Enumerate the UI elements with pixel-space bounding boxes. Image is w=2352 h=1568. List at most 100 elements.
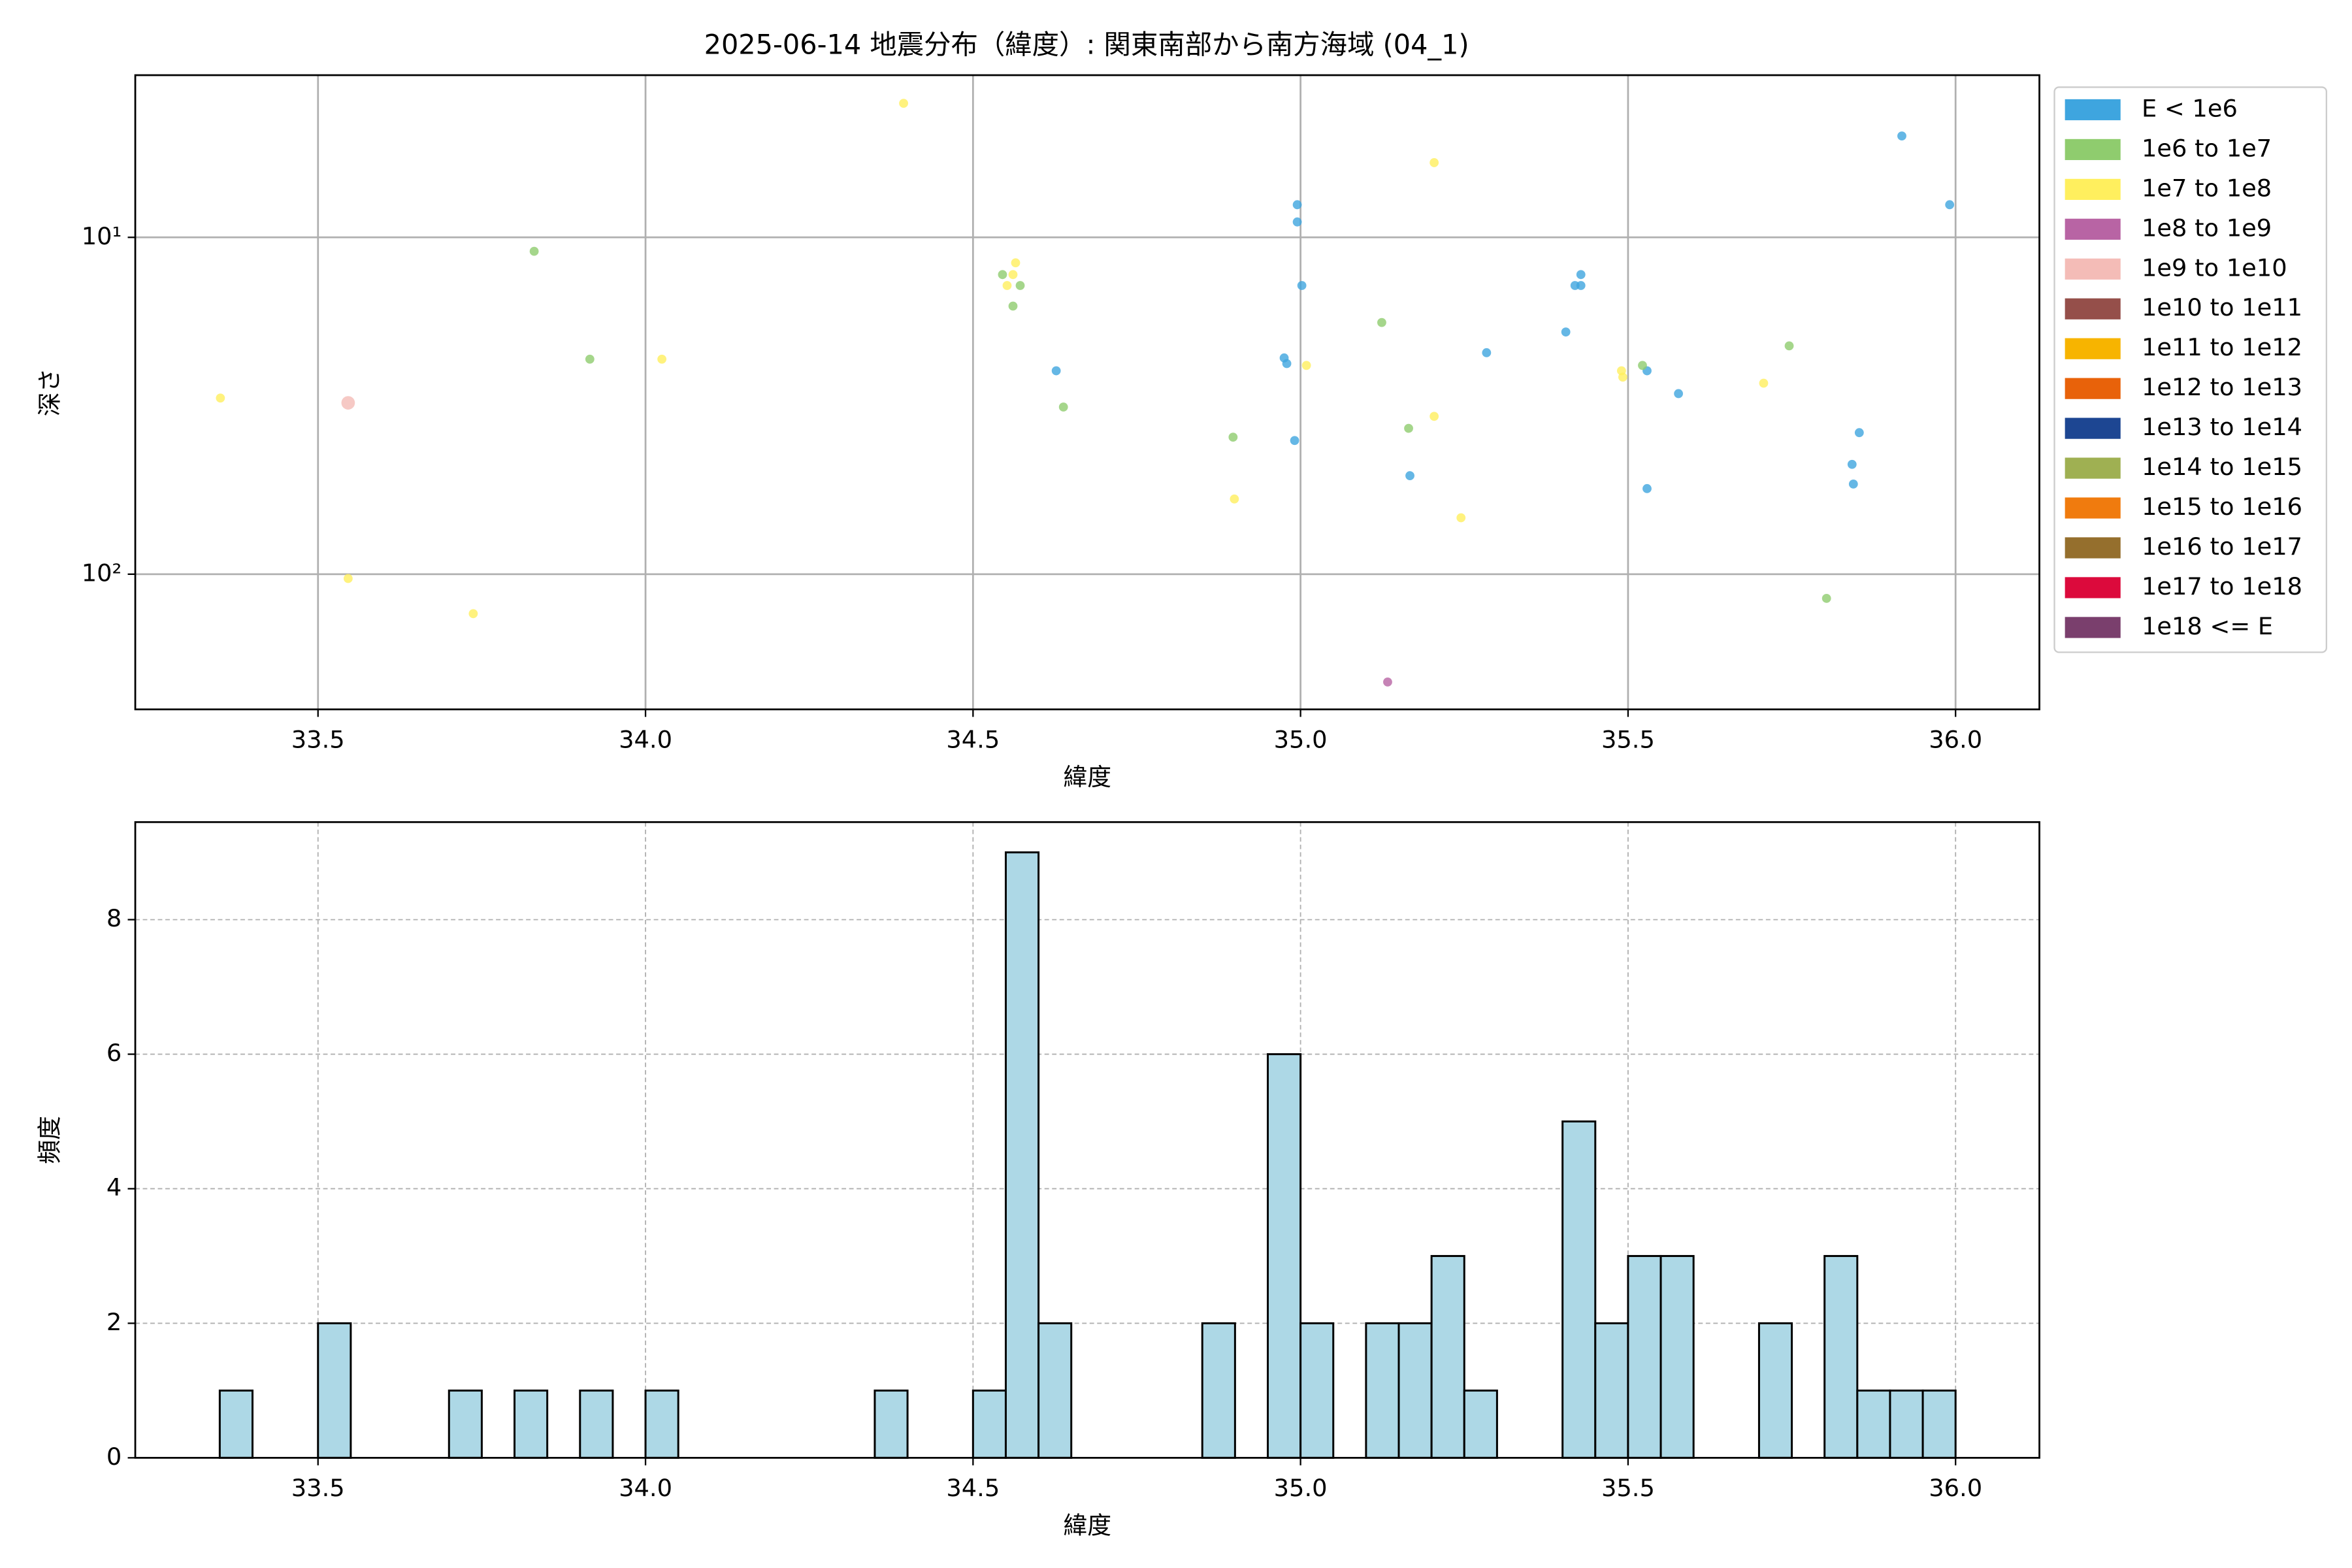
point [1002, 281, 1012, 290]
x-tick-label: 36.0 [1929, 1474, 1982, 1502]
legend-swatch [2065, 577, 2121, 598]
point [1429, 158, 1439, 167]
point [1292, 217, 1302, 227]
chart-title: 2025-06-14 地震分布（緯度）: 関東南部から南方海域 (04_1) [704, 29, 1469, 60]
bar [1823, 1254, 1859, 1459]
legend-label: E < 1e6 [2142, 94, 2238, 122]
point [1618, 372, 1627, 382]
x-tick-label: 34.5 [946, 1474, 1000, 1502]
point [341, 396, 355, 410]
legend-swatch [2065, 139, 2121, 161]
legend-label: 1e14 to 1e15 [2142, 453, 2302, 481]
legend-swatch [2065, 537, 2121, 559]
legend-swatch [2065, 378, 2121, 399]
point [1482, 348, 1492, 357]
point [1784, 341, 1794, 351]
point [1377, 318, 1386, 327]
legend-swatch [2065, 178, 2121, 200]
point [1561, 327, 1571, 337]
bar [1856, 1389, 1891, 1459]
bar [1365, 1322, 1400, 1459]
x-tick-label: 33.5 [291, 1474, 345, 1502]
point [1405, 471, 1414, 480]
bar [1594, 1322, 1629, 1459]
point [1383, 677, 1392, 687]
x-tick-label: 34.5 [946, 726, 1000, 754]
legend-label: 1e17 to 1e18 [2142, 572, 2302, 600]
legend-label: 1e16 to 1e17 [2142, 532, 2302, 561]
x-tick-label: 35.5 [1601, 1474, 1655, 1502]
point [1576, 281, 1586, 290]
x-axis-label: 緯度 [1063, 1512, 1111, 1540]
legend-swatch [2065, 258, 2121, 280]
bar [1561, 1120, 1597, 1459]
point [1301, 361, 1311, 370]
point [998, 270, 1007, 280]
bar [1627, 1254, 1662, 1459]
point [1011, 258, 1021, 268]
point [1404, 423, 1413, 433]
point [1456, 513, 1466, 523]
bar [1889, 1389, 1924, 1459]
legend-label: 1e18 <= E [2142, 612, 2273, 640]
x-tick-label: 34.0 [619, 1474, 672, 1502]
point [1821, 594, 1831, 603]
y-tick-label: 2 [106, 1308, 122, 1336]
legend-label: 1e13 to 1e14 [2142, 413, 2302, 441]
point [1945, 200, 1955, 210]
point [657, 354, 667, 364]
point [1292, 200, 1302, 210]
x-tick-label: 36.0 [1929, 726, 1982, 754]
bar [1201, 1322, 1236, 1459]
point [1228, 433, 1238, 442]
y-axis-label: 頻度 [36, 1116, 64, 1164]
point [1429, 412, 1439, 421]
point [1051, 366, 1061, 376]
bar [514, 1389, 549, 1459]
y-tick-label: 8 [106, 904, 122, 932]
legend-label: 1e12 to 1e13 [2142, 373, 2302, 401]
point [1642, 483, 1652, 493]
bar [218, 1389, 253, 1459]
bar [579, 1389, 614, 1459]
x-tick-label: 33.5 [291, 726, 345, 754]
bar [317, 1322, 352, 1459]
bar [1299, 1322, 1335, 1459]
legend-label: 1e8 to 1e9 [2142, 214, 2272, 242]
y-tick-label: 4 [106, 1173, 122, 1201]
bar [874, 1389, 909, 1459]
point [1848, 479, 1858, 489]
bar [1397, 1322, 1433, 1459]
legend-label: 1e15 to 1e16 [2142, 493, 2302, 521]
legend-swatch [2065, 218, 2121, 240]
point [1897, 131, 1906, 140]
point [1008, 270, 1018, 280]
legend-swatch [2065, 497, 2121, 519]
point [1058, 402, 1068, 412]
bar [1921, 1389, 1957, 1459]
bar [644, 1389, 679, 1459]
legend-swatch [2065, 417, 2121, 439]
y-tick-label: 6 [106, 1039, 122, 1067]
bar [1004, 851, 1040, 1459]
y-tick-label: 10¹ [82, 222, 122, 250]
point [468, 609, 478, 619]
legend-swatch [2065, 298, 2121, 319]
y-axis-label: 深さ [36, 368, 64, 417]
bar [1430, 1254, 1465, 1459]
bar [1463, 1389, 1498, 1459]
legend-label: 1e6 to 1e7 [2142, 134, 2272, 162]
bar [1266, 1053, 1302, 1459]
point [899, 99, 908, 108]
legend-label: 1e7 to 1e8 [2142, 174, 2272, 202]
bar [972, 1389, 1007, 1459]
plot-frame [134, 74, 2040, 711]
point [1638, 361, 1647, 370]
point [585, 354, 595, 364]
point [1854, 428, 1864, 438]
y-tick-label: 10² [82, 559, 122, 587]
point [1759, 378, 1769, 388]
bar [1757, 1322, 1793, 1459]
x-tick-label: 34.0 [619, 726, 672, 754]
